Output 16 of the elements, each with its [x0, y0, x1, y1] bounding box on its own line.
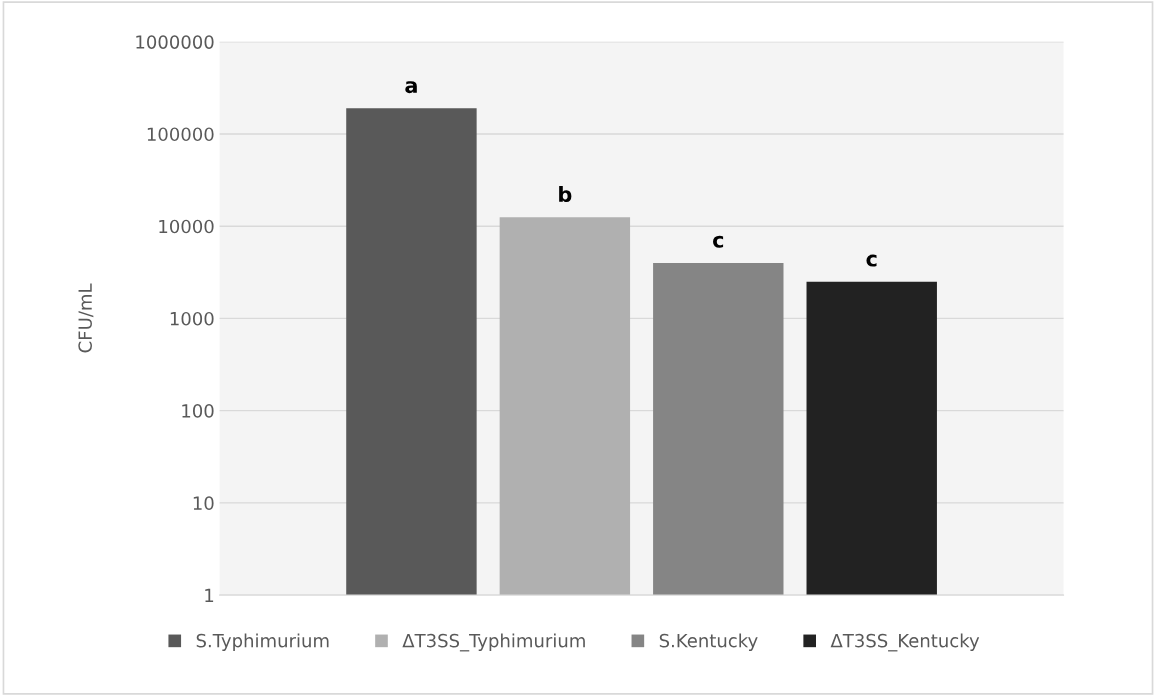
y-tick-label: 100: [182, 404, 214, 418]
annotation: c: [866, 254, 877, 267]
y-tick-label: 1000000: [136, 35, 214, 49]
y-tick-label: 1: [205, 588, 214, 602]
y-tick-label: 100000: [147, 127, 214, 142]
legend-label: S.Kentucky: [659, 633, 758, 651]
annotation: b: [559, 185, 572, 203]
legend-label: ΔT3SS_Kentucky: [830, 633, 980, 652]
y-tick-label: 10: [193, 496, 214, 510]
y-tick-label: 10000: [159, 219, 214, 234]
annotation: c: [713, 235, 724, 248]
y-axis-title: CFU/mL: [78, 283, 94, 353]
y-tick-label: 1000: [170, 311, 214, 326]
annotation: a: [405, 81, 417, 94]
legend-label: S.Typhimurium: [196, 633, 329, 651]
legend-label: ΔT3SS_Typhimurium: [402, 633, 585, 652]
